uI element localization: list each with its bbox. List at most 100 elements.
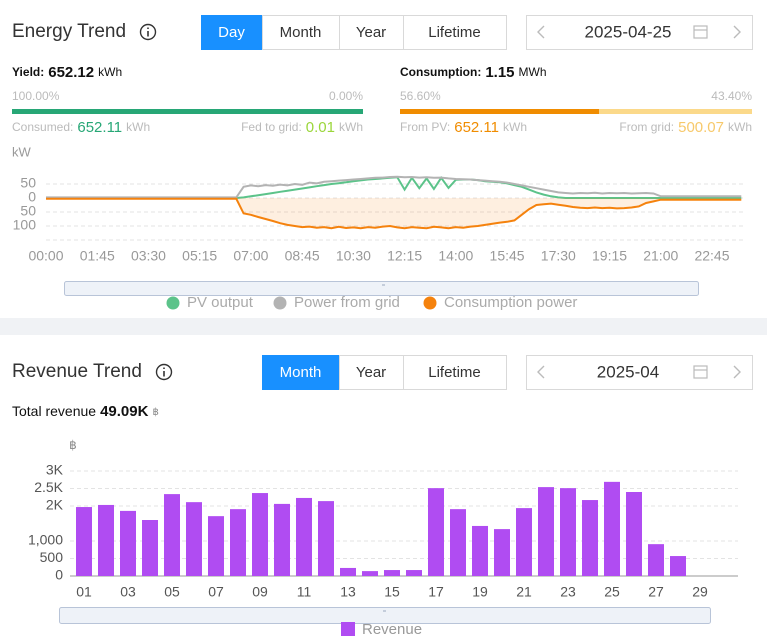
panel-gap [0, 318, 767, 335]
tab-label[interactable]: Lifetime [428, 24, 481, 41]
x-tick-label: 15:45 [490, 248, 525, 264]
line [46, 175, 742, 199]
share-left: 100.00% [12, 89, 60, 103]
bar[interactable] [318, 501, 334, 576]
summary-unit: kWh [98, 65, 122, 79]
bar[interactable] [670, 556, 686, 576]
y-tick-label: 500 [40, 549, 64, 565]
calendar-icon [693, 365, 708, 379]
tab-label[interactable]: Year [356, 24, 386, 41]
panel-title: Revenue Trend [12, 361, 142, 382]
share-right: 0.00% [329, 89, 363, 103]
bar[interactable] [120, 510, 136, 576]
bar[interactable] [516, 508, 532, 576]
detail-right: Fed to grid: 0.01 kWh [241, 119, 363, 136]
x-tick-label: 01 [76, 584, 92, 600]
bar[interactable] [604, 481, 620, 576]
x-tick-label: 17 [428, 584, 444, 600]
share-bar-left [12, 109, 363, 114]
tab[interactable] [339, 15, 404, 50]
calendar-icon [693, 25, 708, 39]
bar[interactable] [76, 507, 92, 576]
next-button[interactable] [733, 365, 741, 379]
x-tick-label: 00:00 [28, 248, 63, 264]
bar[interactable] [296, 497, 312, 576]
bar[interactable] [494, 529, 510, 576]
legend-label[interactable]: Consumption power [444, 294, 577, 311]
date-picker[interactable] [526, 355, 753, 390]
bar[interactable] [626, 492, 642, 576]
tab[interactable] [262, 355, 340, 390]
bar[interactable] [362, 571, 378, 576]
y-tick-label: 1,000 [28, 532, 63, 548]
prev-button[interactable] [537, 365, 545, 379]
tab[interactable] [339, 355, 404, 390]
bar[interactable] [230, 509, 246, 576]
summary-unit: MWh [519, 65, 547, 79]
tab[interactable] [403, 355, 507, 390]
detail-label: From grid: [619, 120, 674, 134]
x-tick-label: 07 [208, 584, 224, 600]
bar[interactable] [98, 504, 114, 576]
legend-marker[interactable] [166, 296, 180, 310]
legend-marker[interactable] [423, 296, 437, 310]
prev-button[interactable] [537, 25, 545, 39]
x-tick-label: 27 [648, 584, 664, 600]
bar[interactable] [538, 487, 554, 576]
y-tick-label: 2.5K [34, 479, 63, 495]
zoom-slider[interactable] [64, 281, 699, 296]
next-button[interactable] [733, 25, 741, 39]
y-tick-label: 3K [46, 462, 64, 478]
bar[interactable] [208, 516, 224, 576]
legend-label[interactable]: PV output [187, 294, 254, 311]
total-unit: ฿ [152, 407, 158, 418]
bar[interactable] [648, 544, 664, 576]
legend-marker[interactable] [341, 622, 355, 636]
total-label: Total revenue [12, 403, 96, 419]
y-tick-label: 100 [13, 217, 37, 233]
bar[interactable] [274, 503, 290, 576]
total-revenue: Total revenue 49.09K ฿ [12, 403, 159, 420]
line [46, 197, 742, 230]
tab[interactable] [403, 15, 507, 50]
share-left: 56.60% [400, 89, 441, 103]
bar[interactable] [340, 567, 356, 576]
bar[interactable] [582, 500, 598, 576]
summary-value: 652.12 [48, 64, 94, 81]
bar[interactable] [186, 502, 202, 576]
legend-label[interactable]: Power from grid [294, 294, 400, 311]
y-unit: ฿ [69, 438, 77, 452]
tab-label[interactable]: Lifetime [428, 364, 481, 381]
y-tick-label: 2K [46, 497, 64, 513]
detail-value: 500.07 [678, 119, 724, 136]
date-value[interactable]: 2025-04-25 [585, 22, 672, 41]
detail-unit: kWh [126, 120, 150, 134]
bar[interactable] [384, 570, 400, 576]
tab-label[interactable]: Year [356, 364, 386, 381]
bar[interactable] [252, 493, 268, 576]
detail-value: 652.11 [454, 119, 499, 136]
share-bar-right [599, 109, 752, 114]
bar[interactable] [560, 488, 576, 576]
bar[interactable] [164, 494, 180, 576]
bar[interactable] [428, 488, 444, 576]
share-right: 43.40% [711, 89, 752, 103]
bar[interactable] [142, 520, 158, 576]
tab-label[interactable]: Month [280, 24, 322, 41]
tab-label[interactable]: Day [218, 24, 245, 41]
panel-title: Energy Trend [12, 21, 126, 42]
tab-label[interactable]: Month [280, 364, 322, 381]
date-picker[interactable] [526, 15, 753, 50]
x-tick-label: 17:30 [541, 248, 576, 264]
legend-marker[interactable] [273, 296, 287, 310]
bar[interactable] [472, 525, 488, 576]
content: Energy Trend Day Month Year Lifetime 2025-04-… [12, 15, 753, 638]
zoom-slider[interactable] [59, 607, 711, 624]
date-value[interactable]: 2025-04 [597, 362, 659, 381]
tab[interactable] [201, 15, 263, 50]
legend-label[interactable]: Revenue [362, 621, 422, 638]
bar[interactable] [450, 509, 466, 576]
bar[interactable] [406, 570, 422, 576]
